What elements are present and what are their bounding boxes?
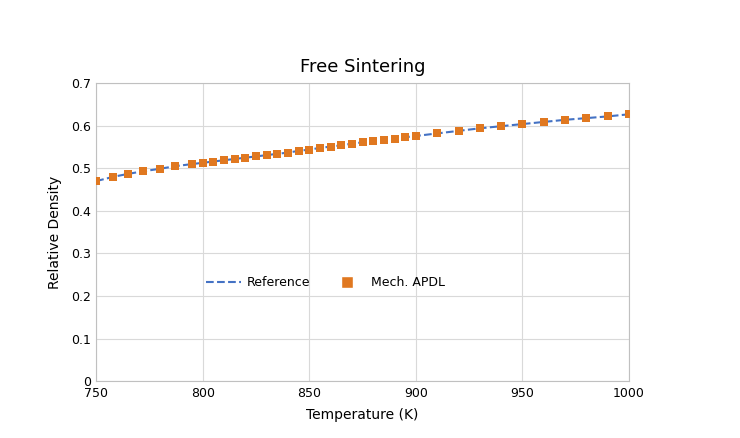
Point [559, 117, 571, 124]
Point [367, 138, 379, 145]
Point [623, 111, 635, 118]
Point [260, 152, 272, 159]
Point [474, 125, 485, 132]
Point [207, 158, 219, 165]
Point [169, 162, 181, 170]
Point [90, 177, 102, 184]
Point [335, 142, 347, 149]
Point [431, 130, 443, 137]
Point [122, 170, 134, 177]
Point [325, 143, 337, 150]
Point [197, 159, 209, 166]
Point [250, 153, 262, 160]
Y-axis label: Relative Density: Relative Density [48, 176, 62, 289]
Point [378, 136, 390, 143]
Point [400, 134, 411, 141]
Point [314, 145, 326, 152]
Point [453, 127, 465, 134]
Point [272, 150, 283, 157]
Point [229, 155, 240, 162]
Point [517, 120, 528, 127]
Point [602, 113, 613, 120]
Point [218, 157, 230, 164]
Point [154, 165, 166, 172]
Point [293, 147, 305, 154]
Point [137, 168, 149, 175]
Title: Free Sintering: Free Sintering [300, 58, 426, 76]
Point [303, 146, 315, 153]
Point [107, 173, 119, 180]
Point [346, 140, 358, 147]
Point [538, 118, 550, 125]
Point [357, 139, 369, 146]
Point [388, 135, 400, 142]
Point [240, 154, 252, 161]
Point [495, 123, 507, 130]
Point [282, 149, 294, 156]
Point [186, 161, 198, 168]
Point [580, 115, 592, 122]
Point [410, 132, 422, 139]
Legend: Reference, Mech. APDL: Reference, Mech. APDL [201, 272, 450, 294]
X-axis label: Temperature (K): Temperature (K) [306, 408, 419, 422]
